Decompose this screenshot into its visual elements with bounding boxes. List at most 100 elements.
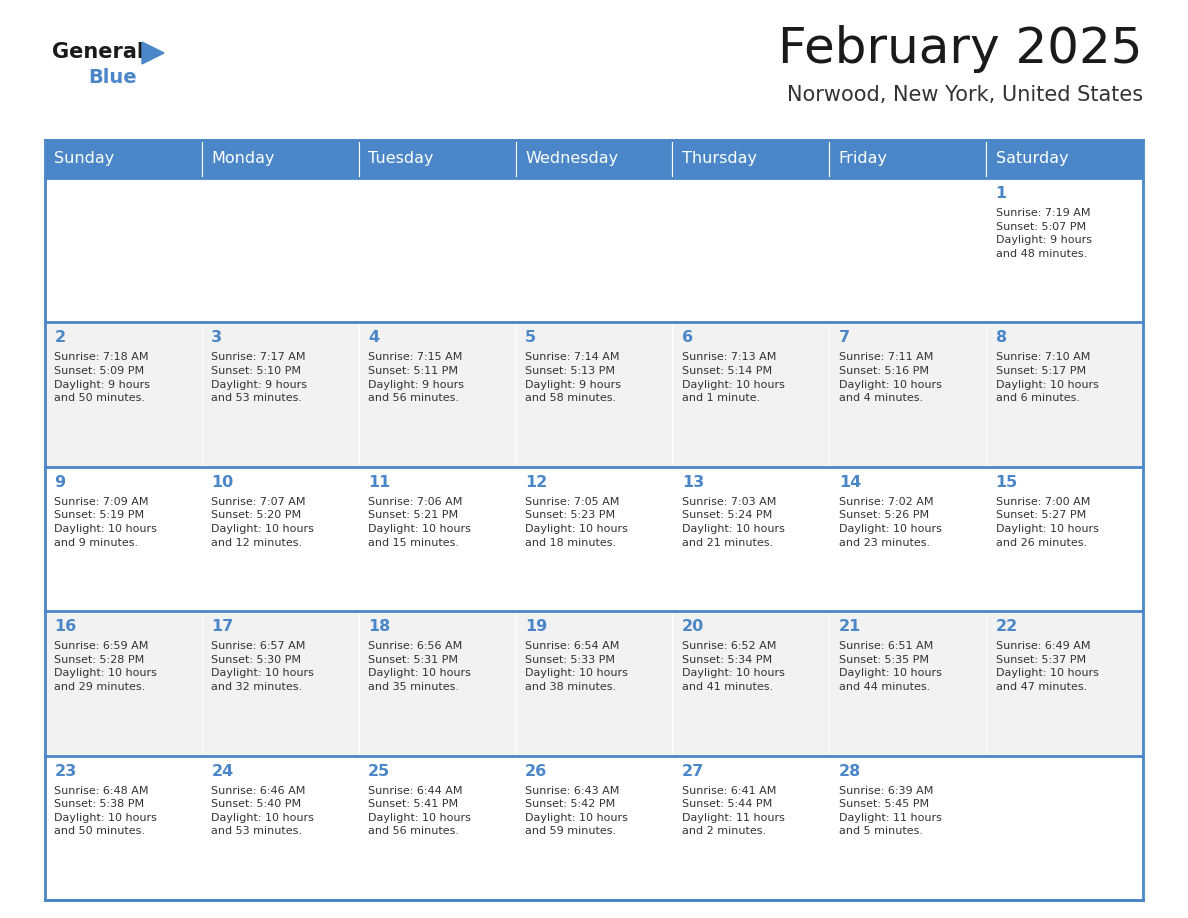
Bar: [45, 140, 1143, 900]
Bar: [516, 611, 672, 756]
Bar: [359, 611, 516, 756]
Text: Sunrise: 7:18 AM
Sunset: 5:09 PM
Daylight: 9 hours
and 50 minutes.: Sunrise: 7:18 AM Sunset: 5:09 PM Dayligh…: [55, 353, 151, 403]
Text: 23: 23: [55, 764, 77, 778]
Text: Sunrise: 6:56 AM
Sunset: 5:31 PM
Daylight: 10 hours
and 35 minutes.: Sunrise: 6:56 AM Sunset: 5:31 PM Dayligh…: [368, 641, 470, 692]
Text: 20: 20: [682, 620, 704, 634]
Bar: [516, 322, 672, 466]
Text: 16: 16: [55, 620, 77, 634]
Text: 9: 9: [55, 475, 65, 490]
Bar: [672, 756, 829, 900]
Text: Sunrise: 7:19 AM
Sunset: 5:07 PM
Daylight: 9 hours
and 48 minutes.: Sunrise: 7:19 AM Sunset: 5:07 PM Dayligh…: [996, 208, 1092, 259]
Text: 5: 5: [525, 330, 536, 345]
Bar: [45, 466, 202, 611]
Text: Sunrise: 7:10 AM
Sunset: 5:17 PM
Daylight: 10 hours
and 6 minutes.: Sunrise: 7:10 AM Sunset: 5:17 PM Dayligh…: [996, 353, 1099, 403]
Bar: [202, 466, 359, 611]
Text: Sunrise: 7:09 AM
Sunset: 5:19 PM
Daylight: 10 hours
and 9 minutes.: Sunrise: 7:09 AM Sunset: 5:19 PM Dayligh…: [55, 497, 157, 548]
Bar: [986, 611, 1143, 756]
Bar: [516, 140, 672, 178]
Text: 14: 14: [839, 475, 861, 490]
Bar: [516, 178, 672, 322]
Bar: [986, 756, 1143, 900]
Bar: [359, 756, 516, 900]
Text: Sunrise: 7:06 AM
Sunset: 5:21 PM
Daylight: 10 hours
and 15 minutes.: Sunrise: 7:06 AM Sunset: 5:21 PM Dayligh…: [368, 497, 470, 548]
Text: Thursday: Thursday: [682, 151, 757, 166]
Bar: [202, 756, 359, 900]
Text: Sunrise: 6:43 AM
Sunset: 5:42 PM
Daylight: 10 hours
and 59 minutes.: Sunrise: 6:43 AM Sunset: 5:42 PM Dayligh…: [525, 786, 627, 836]
Bar: [359, 140, 516, 178]
Text: Sunrise: 6:52 AM
Sunset: 5:34 PM
Daylight: 10 hours
and 41 minutes.: Sunrise: 6:52 AM Sunset: 5:34 PM Dayligh…: [682, 641, 785, 692]
Text: Norwood, New York, United States: Norwood, New York, United States: [786, 85, 1143, 105]
Bar: [672, 322, 829, 466]
Text: 2: 2: [55, 330, 65, 345]
Text: 12: 12: [525, 475, 548, 490]
Text: Friday: Friday: [839, 151, 887, 166]
Text: Sunrise: 7:07 AM
Sunset: 5:20 PM
Daylight: 10 hours
and 12 minutes.: Sunrise: 7:07 AM Sunset: 5:20 PM Dayligh…: [211, 497, 314, 548]
Text: 1: 1: [996, 186, 1006, 201]
Bar: [45, 140, 202, 178]
Bar: [986, 322, 1143, 466]
Bar: [202, 140, 359, 178]
Text: 3: 3: [211, 330, 222, 345]
Text: Sunrise: 7:14 AM
Sunset: 5:13 PM
Daylight: 9 hours
and 58 minutes.: Sunrise: 7:14 AM Sunset: 5:13 PM Dayligh…: [525, 353, 621, 403]
Text: Blue: Blue: [88, 68, 137, 87]
Bar: [45, 611, 202, 756]
Bar: [986, 140, 1143, 178]
Text: February 2025: February 2025: [778, 25, 1143, 73]
Text: Tuesday: Tuesday: [368, 151, 434, 166]
Text: Sunrise: 7:15 AM
Sunset: 5:11 PM
Daylight: 9 hours
and 56 minutes.: Sunrise: 7:15 AM Sunset: 5:11 PM Dayligh…: [368, 353, 465, 403]
Text: Sunday: Sunday: [55, 151, 115, 166]
Text: 4: 4: [368, 330, 379, 345]
Text: 27: 27: [682, 764, 704, 778]
Bar: [202, 322, 359, 466]
Bar: [672, 611, 829, 756]
Text: Sunrise: 6:41 AM
Sunset: 5:44 PM
Daylight: 11 hours
and 2 minutes.: Sunrise: 6:41 AM Sunset: 5:44 PM Dayligh…: [682, 786, 785, 836]
Text: 13: 13: [682, 475, 704, 490]
Text: 25: 25: [368, 764, 391, 778]
Bar: [829, 140, 986, 178]
Text: Sunrise: 7:13 AM
Sunset: 5:14 PM
Daylight: 10 hours
and 1 minute.: Sunrise: 7:13 AM Sunset: 5:14 PM Dayligh…: [682, 353, 785, 403]
Text: 15: 15: [996, 475, 1018, 490]
Text: Sunrise: 7:03 AM
Sunset: 5:24 PM
Daylight: 10 hours
and 21 minutes.: Sunrise: 7:03 AM Sunset: 5:24 PM Dayligh…: [682, 497, 785, 548]
Bar: [359, 322, 516, 466]
Text: 21: 21: [839, 620, 861, 634]
Text: Monday: Monday: [211, 151, 274, 166]
Text: 6: 6: [682, 330, 693, 345]
Bar: [829, 466, 986, 611]
Text: Sunrise: 6:57 AM
Sunset: 5:30 PM
Daylight: 10 hours
and 32 minutes.: Sunrise: 6:57 AM Sunset: 5:30 PM Dayligh…: [211, 641, 314, 692]
Bar: [672, 178, 829, 322]
Bar: [829, 756, 986, 900]
Bar: [45, 178, 202, 322]
Text: Sunrise: 6:39 AM
Sunset: 5:45 PM
Daylight: 11 hours
and 5 minutes.: Sunrise: 6:39 AM Sunset: 5:45 PM Dayligh…: [839, 786, 942, 836]
Bar: [45, 756, 202, 900]
Text: 18: 18: [368, 620, 391, 634]
Text: Sunrise: 6:48 AM
Sunset: 5:38 PM
Daylight: 10 hours
and 50 minutes.: Sunrise: 6:48 AM Sunset: 5:38 PM Dayligh…: [55, 786, 157, 836]
Bar: [516, 466, 672, 611]
Bar: [202, 178, 359, 322]
Text: Sunrise: 7:05 AM
Sunset: 5:23 PM
Daylight: 10 hours
and 18 minutes.: Sunrise: 7:05 AM Sunset: 5:23 PM Dayligh…: [525, 497, 627, 548]
Text: Saturday: Saturday: [996, 151, 1068, 166]
Text: 26: 26: [525, 764, 548, 778]
Bar: [986, 178, 1143, 322]
Bar: [986, 466, 1143, 611]
Bar: [829, 178, 986, 322]
Text: Sunrise: 7:17 AM
Sunset: 5:10 PM
Daylight: 9 hours
and 53 minutes.: Sunrise: 7:17 AM Sunset: 5:10 PM Dayligh…: [211, 353, 308, 403]
Text: General: General: [52, 42, 144, 62]
Text: 17: 17: [211, 620, 234, 634]
Bar: [672, 140, 829, 178]
Bar: [829, 611, 986, 756]
Text: 8: 8: [996, 330, 1006, 345]
Text: Sunrise: 7:11 AM
Sunset: 5:16 PM
Daylight: 10 hours
and 4 minutes.: Sunrise: 7:11 AM Sunset: 5:16 PM Dayligh…: [839, 353, 942, 403]
Text: 24: 24: [211, 764, 234, 778]
Polygon shape: [143, 42, 164, 64]
Text: 10: 10: [211, 475, 234, 490]
Text: Wednesday: Wednesday: [525, 151, 618, 166]
Bar: [359, 466, 516, 611]
Text: Sunrise: 6:51 AM
Sunset: 5:35 PM
Daylight: 10 hours
and 44 minutes.: Sunrise: 6:51 AM Sunset: 5:35 PM Dayligh…: [839, 641, 942, 692]
Text: Sunrise: 6:44 AM
Sunset: 5:41 PM
Daylight: 10 hours
and 56 minutes.: Sunrise: 6:44 AM Sunset: 5:41 PM Dayligh…: [368, 786, 470, 836]
Bar: [672, 466, 829, 611]
Bar: [202, 611, 359, 756]
Bar: [359, 178, 516, 322]
Text: Sunrise: 6:46 AM
Sunset: 5:40 PM
Daylight: 10 hours
and 53 minutes.: Sunrise: 6:46 AM Sunset: 5:40 PM Dayligh…: [211, 786, 314, 836]
Text: Sunrise: 6:59 AM
Sunset: 5:28 PM
Daylight: 10 hours
and 29 minutes.: Sunrise: 6:59 AM Sunset: 5:28 PM Dayligh…: [55, 641, 157, 692]
Text: 19: 19: [525, 620, 548, 634]
